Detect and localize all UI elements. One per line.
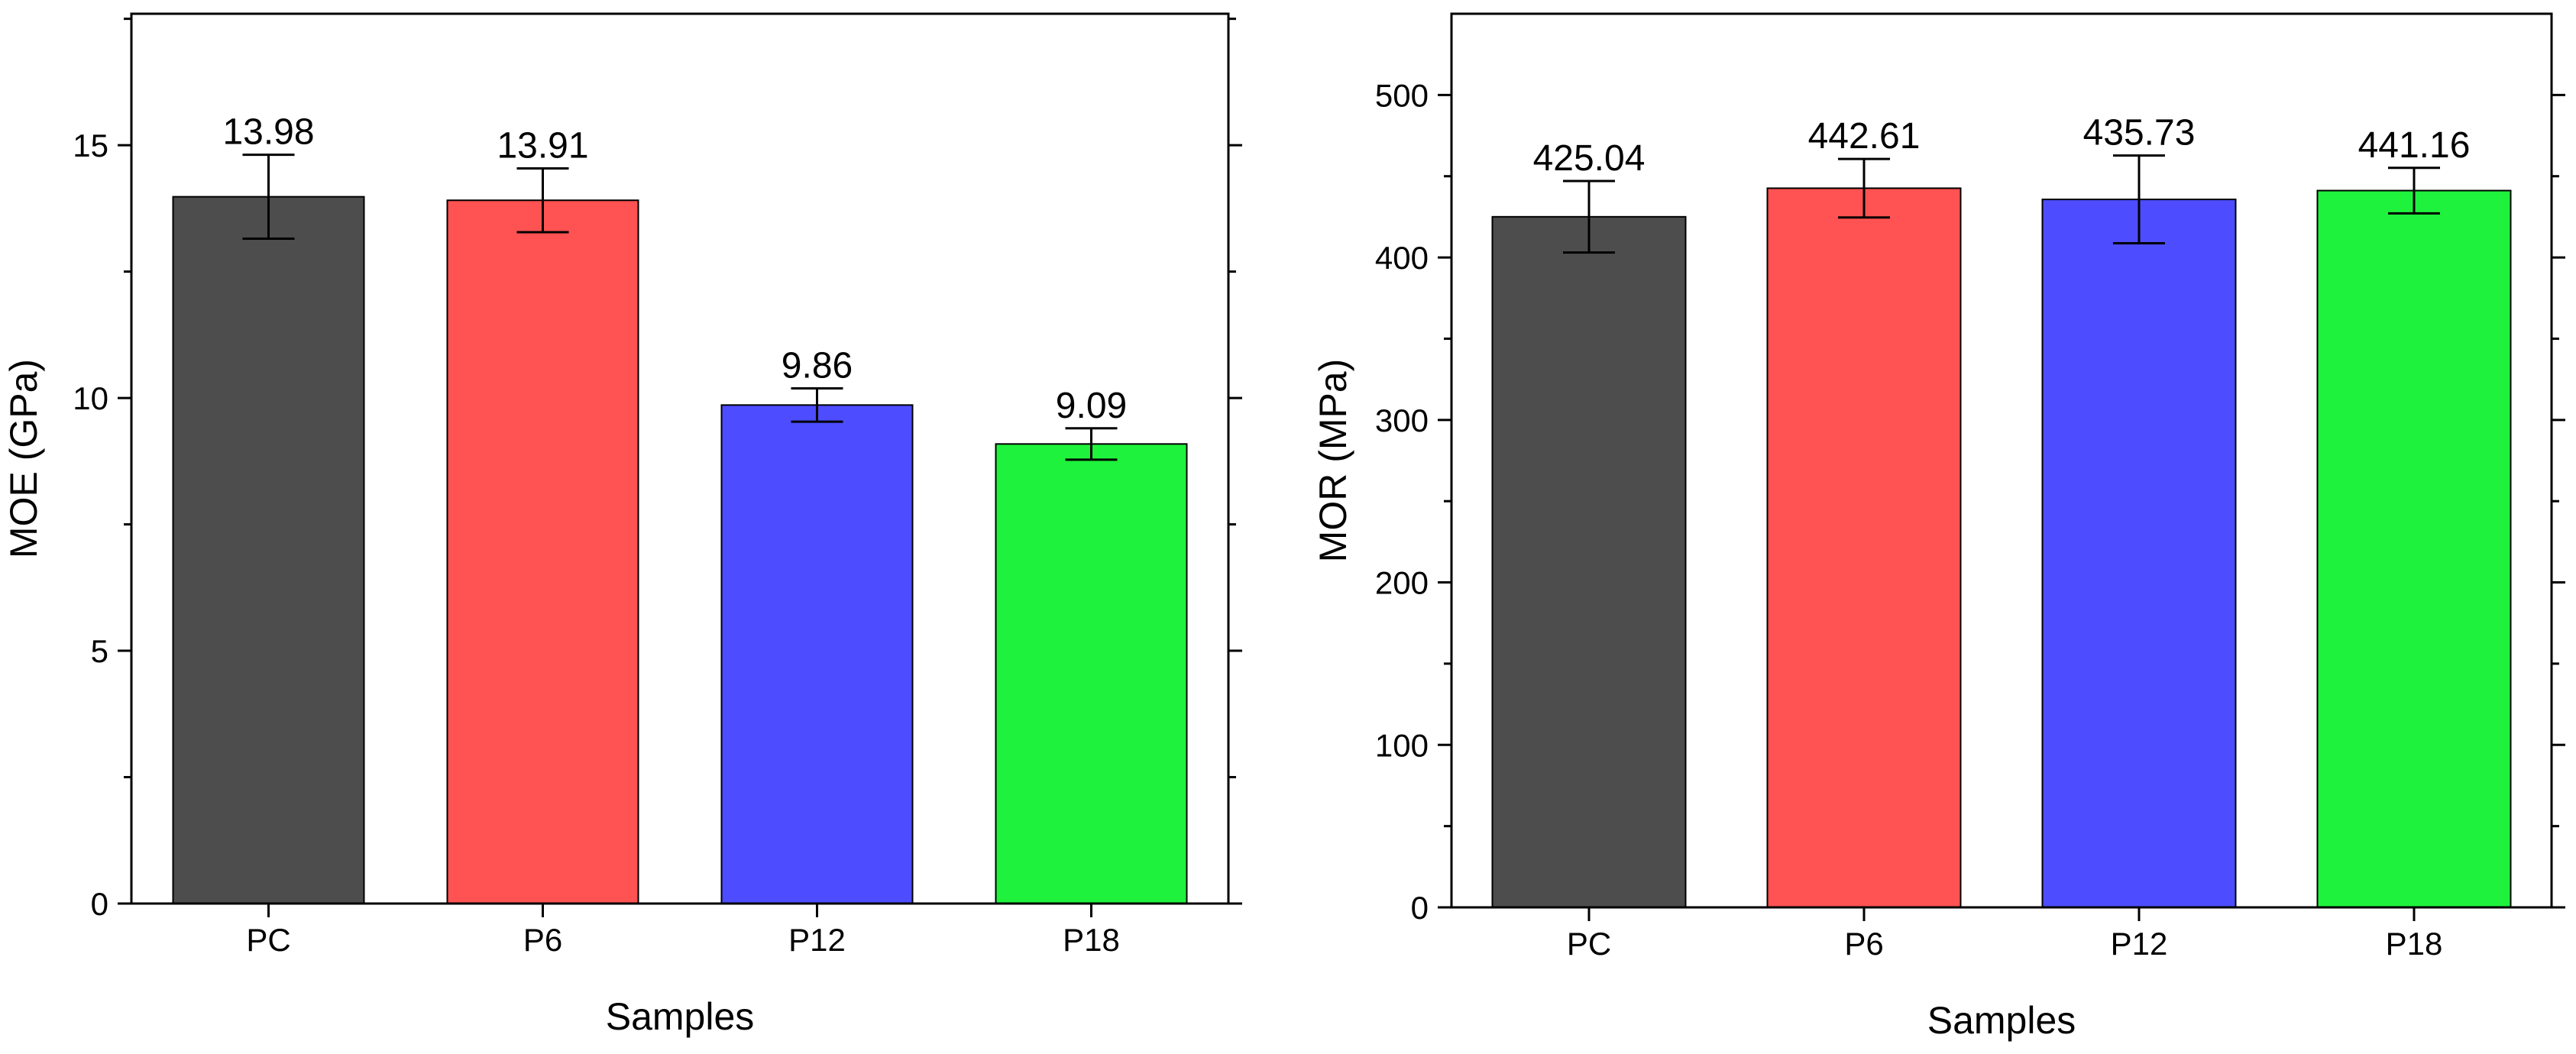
y-tick-label: 500: [1375, 77, 1429, 113]
chart-panel-2: 425.04 442.61 435.73 441.16 0 100 200 300 400 500…: [1312, 12, 2565, 1042]
bar-pc: [1491, 215, 1687, 909]
y-tick-label: 200: [1375, 565, 1429, 601]
x-tick-label-pc: PC: [246, 922, 290, 958]
error-bar-p6: [1838, 157, 1890, 219]
x-tick-label-p18: P18: [1063, 922, 1120, 958]
error-bar-p12: [791, 386, 843, 423]
y-tick-label: 5: [91, 633, 108, 669]
error-bar-p6: [516, 167, 569, 234]
bar-pc: [172, 196, 365, 904]
data-label-p12: 435.73: [2083, 113, 2196, 154]
data-label-p18: 9.09: [1056, 386, 1127, 426]
y-tick-label: 0: [1411, 890, 1429, 926]
y-tick-label: 15: [73, 128, 108, 163]
x-axis-title: Samples: [606, 995, 755, 1038]
x-tick-label-p18: P18: [2386, 926, 2443, 962]
error-bar-p18: [1065, 427, 1118, 461]
chart-panel-1: 13.98 13.91 9.86 9.09 0 5 10 15 PC P6 P12 P18 Sample…: [2, 12, 1242, 1038]
bar-p12: [720, 404, 914, 904]
y-tick-label: 400: [1375, 240, 1429, 276]
x-axis-title: Samples: [1927, 999, 2076, 1042]
data-label-p6: 13.91: [497, 126, 588, 167]
error-bar-pc: [242, 154, 295, 241]
error-bar-p12: [2113, 154, 2165, 245]
bar-p6: [446, 199, 639, 904]
x-tick-label-p6: P6: [1844, 926, 1883, 962]
bar-p12: [2041, 199, 2237, 909]
plot-frame: [1450, 12, 2553, 909]
bar-p18: [2316, 189, 2512, 909]
data-label-p18: 441.16: [2358, 125, 2471, 166]
data-label-p12: 9.86: [782, 345, 853, 386]
x-tick-label-p12: P12: [788, 922, 846, 958]
bar-p18: [995, 443, 1188, 904]
error-bar-pc: [1563, 179, 1615, 254]
plot-frame: [130, 12, 1230, 905]
x-tick-label-pc: PC: [1567, 926, 1611, 962]
error-bar-p18: [2388, 167, 2440, 215]
y-tick-label: 300: [1375, 403, 1429, 438]
data-label-pc: 425.04: [1533, 138, 1646, 179]
bar-p6: [1766, 187, 1962, 908]
y-axis-title: MOR (MPa): [1312, 359, 1354, 563]
y-axis-title: MOE (GPa): [2, 359, 45, 558]
y-tick-label: 0: [91, 886, 108, 922]
y-tick-label: 10: [73, 380, 108, 416]
x-tick-label-p12: P12: [2111, 926, 2168, 962]
data-label-p6: 442.61: [1808, 116, 1921, 157]
y-tick-label: 100: [1375, 727, 1429, 763]
x-tick-label-p6: P6: [523, 922, 562, 958]
data-label-pc: 13.98: [222, 112, 314, 153]
